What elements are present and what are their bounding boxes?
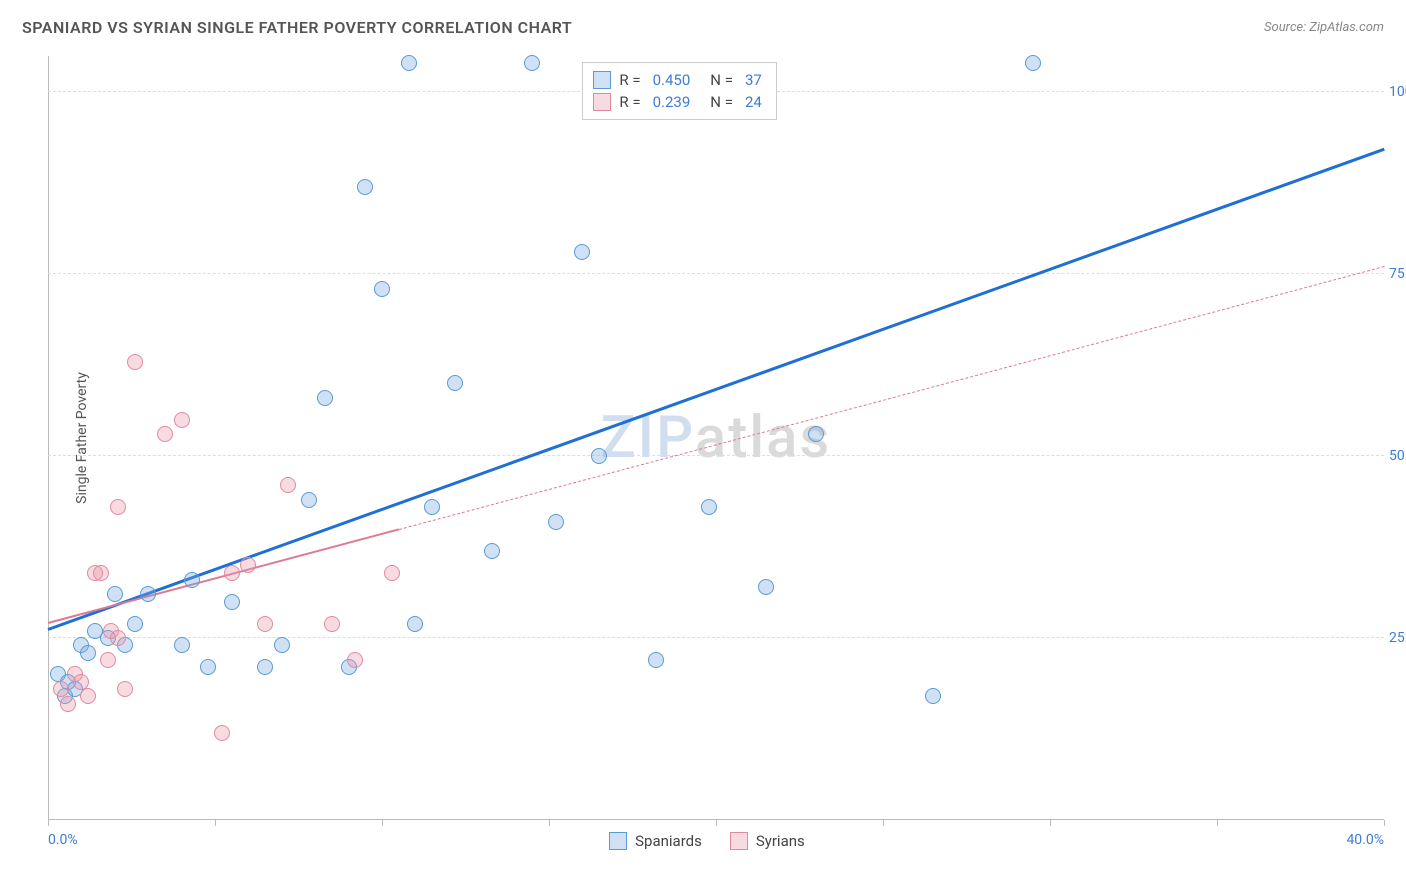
data-point	[280, 477, 296, 493]
data-point	[127, 616, 143, 632]
data-point	[174, 412, 190, 428]
x-tick	[215, 820, 216, 826]
data-point	[174, 637, 190, 653]
gridline	[48, 273, 1384, 274]
data-point	[648, 652, 664, 668]
data-point	[224, 565, 240, 581]
chart-source: Source: ZipAtlas.com	[1264, 20, 1384, 35]
x-tick	[1384, 820, 1385, 826]
legend-r-label: R =	[619, 93, 640, 111]
data-point	[548, 514, 564, 530]
series-legend: Spaniards Syrians	[609, 832, 805, 850]
data-point	[257, 616, 273, 632]
watermark: ZIPatlas	[601, 404, 832, 472]
legend-swatch	[593, 71, 611, 89]
data-point	[808, 426, 824, 442]
legend-series-name: Spaniards	[635, 832, 702, 850]
data-point	[257, 659, 273, 675]
legend-swatch	[593, 93, 611, 111]
data-point	[484, 543, 500, 559]
data-point	[80, 645, 96, 661]
data-point	[184, 572, 200, 588]
gridline	[48, 637, 1384, 638]
legend-series-name: Syrians	[756, 832, 805, 850]
x-tick	[382, 820, 383, 826]
data-point	[447, 375, 463, 391]
y-tick-label: 100.0%	[1389, 84, 1406, 100]
legend-swatch	[730, 832, 748, 850]
data-point	[374, 281, 390, 297]
x-tick	[549, 820, 550, 826]
data-point	[401, 55, 417, 71]
data-point	[384, 565, 400, 581]
data-point	[110, 630, 126, 646]
legend-n-value: 37	[745, 71, 762, 89]
x-tick	[1050, 820, 1051, 826]
data-point	[93, 565, 109, 581]
data-point	[127, 354, 143, 370]
data-point	[524, 55, 540, 71]
legend-item: Syrians	[730, 832, 805, 850]
data-point	[701, 499, 717, 515]
legend-r-value: 0.450	[653, 71, 691, 89]
data-point	[357, 179, 373, 195]
data-point	[758, 579, 774, 595]
data-point	[80, 688, 96, 704]
data-point	[224, 594, 240, 610]
scatter-plot: ZIPatlas 25.0%50.0%75.0%100.0%0.0%40.0%	[48, 56, 1384, 820]
legend-swatch	[609, 832, 627, 850]
data-point	[60, 696, 76, 712]
legend-n-value: 24	[745, 93, 762, 111]
legend-r-value: 0.239	[653, 93, 691, 111]
data-point	[301, 492, 317, 508]
data-point	[140, 586, 156, 602]
x-tick	[883, 820, 884, 826]
data-point	[110, 499, 126, 515]
data-point	[407, 616, 423, 632]
legend-n-label: N =	[710, 93, 733, 111]
data-point	[100, 652, 116, 668]
data-point	[424, 499, 440, 515]
y-tick-label: 25.0%	[1389, 630, 1406, 646]
data-point	[240, 557, 256, 573]
x-tick-label: 0.0%	[48, 832, 78, 848]
data-point	[200, 659, 216, 675]
data-point	[1025, 55, 1041, 71]
legend-stat-row: R = 0.239 N = 24	[593, 91, 761, 113]
data-point	[107, 586, 123, 602]
plot-area: Single Father Poverty ZIPatlas 25.0%50.0…	[48, 56, 1384, 820]
chart-title: SPANIARD VS SYRIAN SINGLE FATHER POVERTY…	[22, 18, 572, 37]
legend-stat-row: R = 0.450 N = 37	[593, 69, 761, 91]
data-point	[591, 448, 607, 464]
data-point	[274, 637, 290, 653]
data-point	[214, 725, 230, 741]
chart-container: SPANIARD VS SYRIAN SINGLE FATHER POVERTY…	[0, 0, 1406, 892]
data-point	[317, 390, 333, 406]
data-point	[157, 426, 173, 442]
data-point	[324, 616, 340, 632]
gridline	[48, 455, 1384, 456]
data-point	[117, 681, 133, 697]
x-tick	[716, 820, 717, 826]
data-point	[925, 688, 941, 704]
trend-line	[399, 266, 1385, 530]
y-tick-label: 75.0%	[1389, 266, 1406, 282]
legend-r-label: R =	[619, 71, 640, 89]
correlation-legend: R = 0.450 N = 37 R = 0.239 N = 24	[582, 62, 776, 120]
x-tick	[48, 820, 49, 826]
data-point	[347, 652, 363, 668]
x-tick-label: 40.0%	[1346, 832, 1384, 848]
chart-header: SPANIARD VS SYRIAN SINGLE FATHER POVERTY…	[22, 18, 1384, 37]
data-point	[574, 244, 590, 260]
legend-item: Spaniards	[609, 832, 702, 850]
legend-n-label: N =	[710, 71, 733, 89]
y-tick-label: 50.0%	[1389, 448, 1406, 464]
y-axis	[48, 56, 49, 820]
x-tick	[1217, 820, 1218, 826]
